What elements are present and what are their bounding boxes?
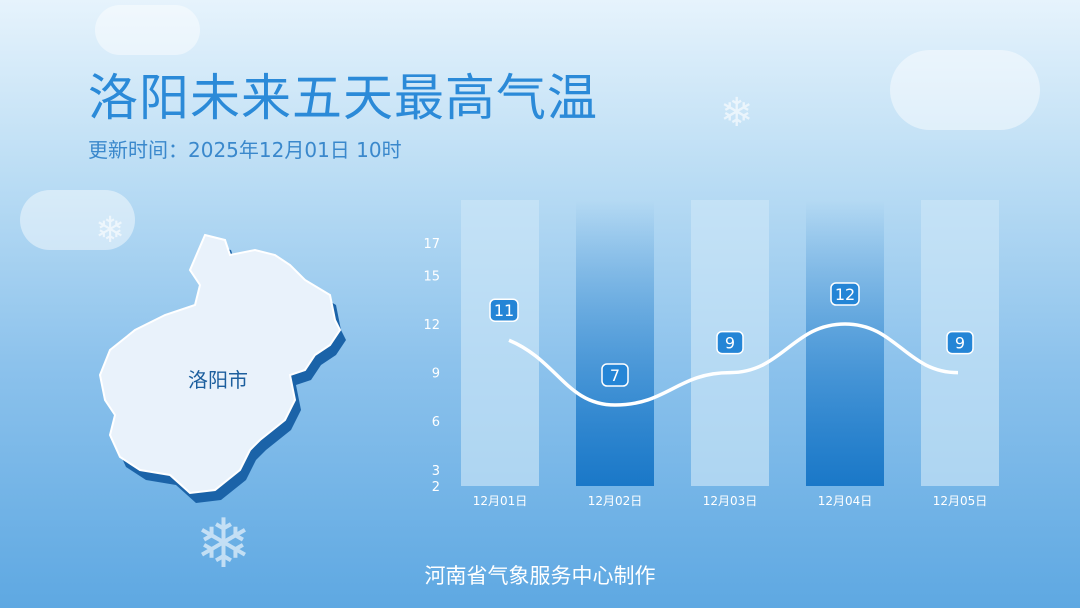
snowflake-icon: ❄ <box>95 210 126 251</box>
cloud-icon <box>890 50 1040 130</box>
city-label: 洛阳市 <box>188 368 248 392</box>
footer-credit: 河南省气象服务中心制作 <box>424 564 656 588</box>
y-tick-label: 15 <box>423 269 440 284</box>
cloud-icon <box>20 190 135 250</box>
data-label: 11 <box>494 301 514 320</box>
y-tick-label: 6 <box>432 415 440 430</box>
data-label-box <box>489 298 519 322</box>
update-time: 更新时间：2025年12月01日 10时 <box>88 138 402 162</box>
data-label-box <box>830 282 860 306</box>
y-tick-label: 2 <box>432 480 440 495</box>
bar <box>576 200 654 486</box>
snowflake-icon: ❄ <box>195 505 252 584</box>
y-tick-label: 3 <box>432 464 440 479</box>
luoyang-map <box>98 233 346 503</box>
x-tick-label: 12月01日 <box>473 494 528 508</box>
bar <box>461 200 539 486</box>
temperature-line <box>508 322 959 407</box>
bar <box>806 200 884 486</box>
x-tick-label: 12月04日 <box>818 494 873 508</box>
x-tick-label: 12月05日 <box>933 494 988 508</box>
y-tick-label: 12 <box>423 318 440 333</box>
data-label-box <box>601 363 629 387</box>
data-label: 9 <box>955 334 965 353</box>
data-label-box <box>946 330 974 355</box>
data-label: 9 <box>725 334 735 353</box>
snowflake-icon: ❄ <box>720 90 754 136</box>
x-tick-label: 12月02日 <box>588 494 643 508</box>
y-tick-label: 9 <box>432 367 440 382</box>
y-tick-label: 17 <box>423 237 440 252</box>
page-title: 洛阳未来五天最高气温 <box>88 69 598 127</box>
data-label-box <box>716 330 744 355</box>
data-label: 7 <box>610 366 620 385</box>
cloud-icon <box>95 5 200 55</box>
data-label: 12 <box>835 285 855 304</box>
x-tick-label: 12月03日 <box>703 494 758 508</box>
